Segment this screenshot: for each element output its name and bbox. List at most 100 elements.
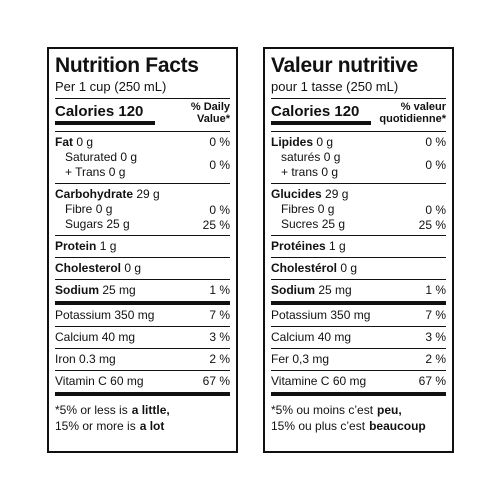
calories: Calories 120	[55, 103, 156, 125]
nutrient-amount: 25 mg	[318, 283, 352, 297]
title: Nutrition Facts	[55, 54, 199, 77]
nutrient-row: Calcium 40 mg 3 %	[271, 330, 446, 345]
sub-nutrient: + Trans 0 g	[65, 165, 137, 180]
daily-value: 67 %	[418, 374, 446, 388]
rule	[55, 257, 230, 258]
sub-nutrient-amount: 0 g	[317, 202, 335, 216]
nutrient-group: Protéines 1 g	[271, 236, 446, 257]
sub-nutrient-name: Fibres	[281, 202, 315, 216]
sub-nutrient-row: Fibres 0 g 0 %	[271, 202, 446, 217]
footnote-text: 15% or more is	[55, 419, 136, 433]
daily-value: 0 %	[209, 202, 230, 217]
footnote-text: 15% ou plus c’est	[271, 419, 366, 433]
rule	[271, 392, 446, 396]
rule	[55, 392, 230, 396]
rule	[55, 326, 230, 327]
daily-value: 1 %	[425, 283, 446, 297]
sub-nutrient-row: Sugars 25 g 25 %	[55, 217, 230, 232]
nutrient-group: Vitamine C 60 mg 67 %	[271, 371, 446, 392]
sub-nutrient: Sucres 25 g	[281, 217, 345, 232]
sub-nutrients: Fibres 0 g	[281, 202, 334, 217]
nutrient-amount: 0 g	[76, 135, 94, 149]
rule	[55, 348, 230, 349]
nutrient-name: Vitamine C	[271, 374, 330, 388]
daily-value: 67 %	[202, 374, 230, 388]
nutrient-amount: 60 mg	[332, 374, 367, 388]
nutrient-amount: 60 mg	[110, 374, 144, 388]
daily-value-header: % valeur quotidienne*	[379, 101, 446, 125]
calories-row: Calories 120 % Daily Value*	[55, 99, 230, 131]
nutrient: Vitamine C 60 mg	[271, 374, 366, 389]
nutrient: Calcium 40 mg	[55, 330, 135, 345]
nutrient-row: Calcium 40 mg 3 %	[55, 330, 230, 345]
nutrient-amount: 350 mg	[114, 308, 155, 322]
nutrient-row: Protein 1 g	[55, 239, 230, 254]
sub-nutrient-amount: 0 g	[108, 165, 126, 179]
serving-size: Per 1 cup (250 mL)	[55, 79, 167, 94]
nutrient: Iron 0.3 mg	[55, 352, 116, 367]
sub-nutrient: + trans 0 g	[281, 165, 340, 180]
nutrient-group: Calcium 40 mg 3 %	[55, 327, 230, 348]
nutrient-row: Vitamin C 60 mg 67 %	[55, 374, 230, 389]
daily-value: 0 %	[209, 158, 230, 172]
nutrient-row: Iron 0.3 mg 2 %	[55, 352, 230, 367]
nutrient-name: Calcium	[55, 330, 99, 344]
nutrient-group: Cholesterol 0 g	[55, 258, 230, 279]
daily-value-header-line: % valeur	[400, 101, 446, 113]
rule	[271, 370, 446, 371]
sub-nutrients: Sugars 25 g	[65, 217, 130, 232]
sub-nutrient-name: Saturated	[65, 150, 118, 164]
daily-value: 7 %	[425, 308, 446, 322]
rule	[55, 279, 230, 280]
sub-nutrient: Fibres 0 g	[281, 202, 334, 217]
nutrient-name: Carbohydrate	[55, 187, 134, 201]
nutrient-amount: 1 g	[99, 239, 117, 253]
sub-nutrients: Sucres 25 g	[281, 217, 345, 232]
nutrient-row: Lipides 0 g 0 %	[271, 135, 446, 150]
nutrient-row: Cholesterol 0 g	[55, 261, 230, 276]
sub-nutrients: saturés 0 g + trans 0 g	[281, 150, 340, 180]
footnote-line: 15% or more is a lot	[55, 418, 230, 434]
nutrient: Fat 0 g	[55, 135, 93, 150]
daily-value: 3 %	[425, 330, 446, 344]
nutrition-panel: Valeur nutritive pour 1 tasse (250 mL) Cal…	[263, 47, 454, 453]
nutrient-group: Calcium 40 mg 3 %	[271, 327, 446, 348]
nutrient-name: Protéines	[271, 239, 326, 253]
daily-value: 2 %	[209, 352, 230, 366]
nutrient-amount: 0 g	[340, 261, 358, 275]
nutrient: Protéines 1 g	[271, 239, 346, 254]
nutrient-amount: 29 g	[325, 187, 349, 201]
nutrient-name: Calcium	[271, 330, 315, 344]
nutrient-group: Fat 0 g 0 % Saturated 0 g + Trans 0 g 0 %	[55, 132, 230, 183]
sub-nutrients: Saturated 0 g + Trans 0 g	[65, 150, 137, 180]
daily-value: 3 %	[209, 330, 230, 344]
footnote-text: *5% or less is	[55, 403, 128, 417]
nutrient-amount: 25 mg	[102, 283, 136, 297]
nutrient-group: Protein 1 g	[55, 236, 230, 257]
sub-nutrient-amount: 0 g	[120, 150, 138, 164]
serving-size: pour 1 tasse (250 mL)	[271, 79, 399, 94]
nutrient-name: Potassium	[271, 308, 328, 322]
nutrient-name: Cholesterol	[55, 261, 122, 275]
rule	[271, 326, 446, 327]
nutrient-row: Cholestérol 0 g	[271, 261, 446, 276]
sub-nutrient-amount: 0 g	[323, 150, 341, 164]
nutrient-group: Potassium 350 mg 7 %	[55, 305, 230, 326]
sub-nutrient-row: Saturated 0 g + Trans 0 g 0 %	[55, 150, 230, 180]
nutrient: Calcium 40 mg	[271, 330, 351, 345]
daily-value: 0 %	[425, 202, 446, 217]
sub-nutrient-row: Fibre 0 g 0 %	[55, 202, 230, 217]
nutrient-name: Protein	[55, 239, 97, 253]
nutrient-group: Fer 0,3 mg 2 %	[271, 349, 446, 370]
nutrient-group: Potassium 350 mg 7 %	[271, 305, 446, 326]
sub-nutrient-name: Sucres	[281, 217, 319, 231]
sub-nutrient-name: saturés	[281, 150, 321, 164]
nutrient-amount: 0,3 mg	[292, 352, 330, 366]
footnote-emphasis: beaucoup	[369, 419, 426, 433]
nutrient-name: Cholestérol	[271, 261, 338, 275]
daily-value: 25 %	[418, 217, 446, 232]
